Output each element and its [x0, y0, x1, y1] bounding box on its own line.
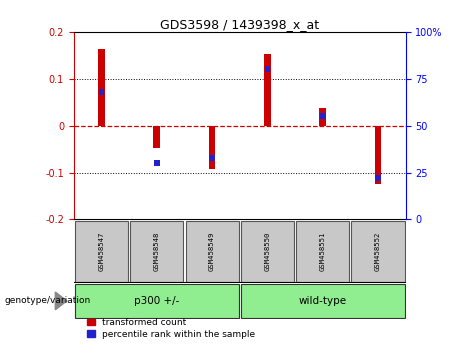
- Text: GSM458552: GSM458552: [375, 232, 381, 271]
- Bar: [154, 126, 160, 148]
- FancyBboxPatch shape: [351, 221, 405, 282]
- Bar: [375, 175, 381, 181]
- Text: GSM458549: GSM458549: [209, 232, 215, 271]
- Text: GSM458550: GSM458550: [264, 232, 271, 271]
- Bar: [99, 89, 104, 95]
- FancyBboxPatch shape: [241, 221, 294, 282]
- FancyBboxPatch shape: [185, 221, 239, 282]
- Bar: [209, 126, 215, 169]
- FancyBboxPatch shape: [241, 284, 405, 318]
- Bar: [154, 160, 160, 166]
- Text: GSM458551: GSM458551: [319, 232, 326, 271]
- Text: wild-type: wild-type: [299, 296, 347, 306]
- Legend: transformed count, percentile rank within the sample: transformed count, percentile rank withi…: [88, 318, 255, 339]
- FancyBboxPatch shape: [75, 284, 239, 318]
- Bar: [209, 154, 215, 161]
- Bar: [264, 55, 271, 126]
- Bar: [98, 49, 105, 126]
- Text: p300 +/-: p300 +/-: [134, 296, 179, 306]
- Text: GSM458548: GSM458548: [154, 232, 160, 271]
- Title: GDS3598 / 1439398_x_at: GDS3598 / 1439398_x_at: [160, 18, 319, 31]
- Bar: [375, 126, 381, 184]
- Text: GSM458547: GSM458547: [98, 232, 105, 271]
- FancyBboxPatch shape: [75, 221, 128, 282]
- Bar: [319, 108, 326, 126]
- Text: genotype/variation: genotype/variation: [5, 296, 91, 306]
- Bar: [320, 113, 325, 119]
- Bar: [265, 66, 270, 73]
- FancyBboxPatch shape: [296, 221, 349, 282]
- FancyBboxPatch shape: [130, 221, 183, 282]
